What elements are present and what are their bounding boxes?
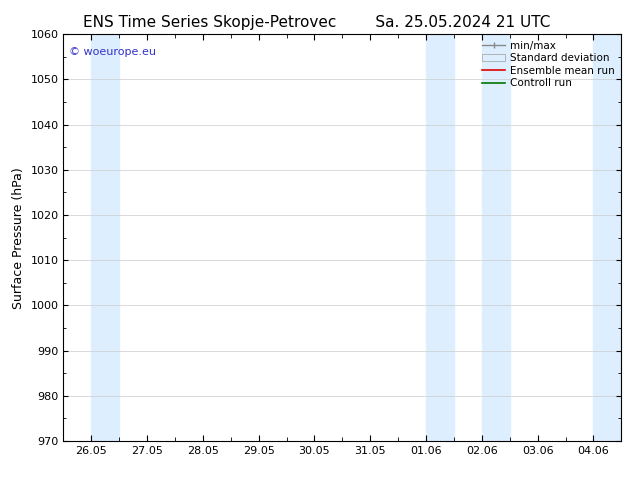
Bar: [426, 34, 454, 441]
Bar: [482, 34, 510, 441]
Bar: [91, 34, 119, 441]
Text: ENS Time Series Skopje-Petrovec        Sa. 25.05.2024 21 UTC: ENS Time Series Skopje-Petrovec Sa. 25.0…: [83, 15, 551, 30]
Bar: [593, 34, 621, 441]
Y-axis label: Surface Pressure (hPa): Surface Pressure (hPa): [12, 167, 25, 309]
Legend: min/max, Standard deviation, Ensemble mean run, Controll run: min/max, Standard deviation, Ensemble me…: [478, 36, 619, 93]
Text: © woeurope.eu: © woeurope.eu: [69, 47, 156, 56]
